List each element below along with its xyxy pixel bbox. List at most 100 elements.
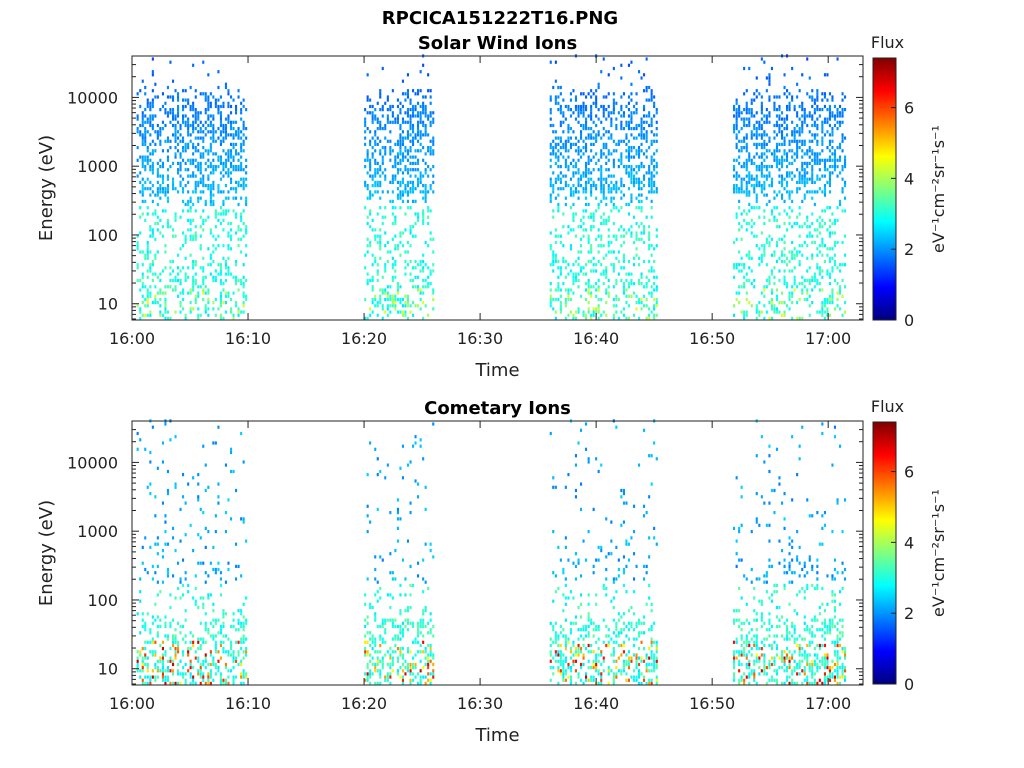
spectrogram-cell xyxy=(184,634,187,638)
spectrogram-cell xyxy=(240,101,243,105)
spectrogram-cell xyxy=(164,650,167,654)
spectrogram-cell xyxy=(841,278,844,283)
spectrogram-cell xyxy=(396,139,399,143)
spectrogram-cell xyxy=(648,180,651,184)
spectrogram-cell xyxy=(149,310,152,314)
spectrogram-cell xyxy=(562,114,565,118)
spectrogram-cell xyxy=(237,180,240,184)
spectrogram-cell xyxy=(391,278,394,283)
spectrogram-cell xyxy=(427,621,430,625)
spectrogram-cell xyxy=(151,114,154,118)
spectrogram-cell xyxy=(775,193,778,197)
spectrogram-cell xyxy=(595,602,598,606)
spectrogram-cell xyxy=(179,247,182,251)
spectrogram-cell xyxy=(401,297,404,302)
spectrogram-cell xyxy=(574,564,577,568)
spectrogram-cell xyxy=(154,142,157,146)
spectrogram-cell xyxy=(156,580,159,584)
spectrogram-cell xyxy=(640,180,643,184)
spectrogram-cell xyxy=(204,285,207,289)
spectrogram-cell xyxy=(607,114,610,118)
spectrogram-cell xyxy=(161,555,164,559)
spectrogram-cell xyxy=(627,171,630,175)
spectrogram-cell xyxy=(214,101,217,105)
spectrogram-cell xyxy=(811,275,814,279)
spectrogram-cell xyxy=(424,650,427,654)
spectrogram-cell xyxy=(587,237,590,241)
spectrogram-cell xyxy=(396,517,399,521)
spectrogram-cell xyxy=(232,127,235,131)
spectrogram-cell xyxy=(202,184,205,188)
spectrogram-cell xyxy=(826,108,829,112)
spectrogram-cell xyxy=(610,120,613,124)
spectrogram-cell xyxy=(745,158,748,162)
spectrogram-cell xyxy=(826,180,829,184)
spectrogram-cell xyxy=(775,149,778,153)
spectrogram-cell xyxy=(194,231,197,235)
spectrogram-cell xyxy=(422,301,425,305)
spectrogram-cell xyxy=(622,127,625,131)
spectrogram-cell xyxy=(386,291,389,295)
spectrogram-cell xyxy=(227,681,230,685)
spectrogram-cell xyxy=(597,158,600,162)
spectrogram-cell xyxy=(245,244,248,248)
spectrogram-cell xyxy=(786,285,789,289)
spectrogram-cell xyxy=(836,206,839,210)
colorbar-tick-label: 6 xyxy=(904,99,914,118)
spectrogram-cell xyxy=(801,73,804,77)
spectrogram-cell xyxy=(169,656,172,660)
spectrogram-cell xyxy=(422,111,425,115)
spectrogram-cell xyxy=(655,111,658,115)
spectrogram-cell xyxy=(627,187,630,191)
spectrogram-cell xyxy=(585,184,588,188)
spectrogram-cell xyxy=(572,89,575,93)
spectrogram-cell xyxy=(404,136,407,140)
spectrogram-cell xyxy=(207,149,210,153)
spectrogram-cell xyxy=(590,158,593,162)
spectrogram-cell xyxy=(371,672,374,676)
spectrogram-cell xyxy=(557,637,560,641)
spectrogram-cell xyxy=(182,136,185,140)
spectrogram-cell xyxy=(222,136,225,140)
spectrogram-cell xyxy=(399,149,402,153)
spectrogram-cell xyxy=(412,161,415,165)
spectrogram-cell xyxy=(189,133,192,137)
spectrogram-cell xyxy=(401,92,404,96)
spectrogram-cell xyxy=(569,177,572,181)
spectrogram-cell xyxy=(177,142,180,146)
spectrogram-cell xyxy=(399,285,402,289)
spectrogram-cell xyxy=(232,469,235,474)
spectrogram-cell xyxy=(755,146,758,150)
spectrogram-cell xyxy=(755,199,758,203)
spectrogram-cell xyxy=(740,285,743,289)
spectrogram-cell xyxy=(580,237,583,241)
spectrogram-cell xyxy=(429,168,432,172)
spectrogram-cell xyxy=(422,278,425,283)
spectrogram-cell xyxy=(401,177,404,181)
spectrogram-cell xyxy=(207,288,210,292)
spectrogram-cell xyxy=(595,196,598,200)
spectrogram-cell xyxy=(580,634,583,638)
spectrogram-cell xyxy=(164,187,167,191)
spectrogram-cell xyxy=(635,108,638,112)
spectrogram-cell xyxy=(587,282,590,286)
spectrogram-cell xyxy=(179,215,182,219)
spectrogram-cell xyxy=(149,142,152,146)
spectrogram-cell xyxy=(577,675,580,679)
spectrogram-cell xyxy=(758,256,761,260)
spectrogram-cell xyxy=(379,247,382,251)
spectrogram-cell xyxy=(735,142,738,146)
spectrogram-cell xyxy=(174,628,177,632)
spectrogram-cell xyxy=(648,247,651,251)
spectrogram-cell xyxy=(166,310,169,314)
spectrogram-cell xyxy=(379,659,382,663)
spectrogram-cell xyxy=(427,89,430,93)
spectrogram-cell xyxy=(783,158,786,162)
spectrogram-cell xyxy=(643,259,646,264)
spectrogram-cell xyxy=(202,218,205,222)
spectrogram-cell xyxy=(230,450,233,455)
spectrogram-cell xyxy=(374,133,377,137)
spectrogram-cell xyxy=(798,316,801,320)
spectrogram-cell xyxy=(640,282,643,286)
spectrogram-cell xyxy=(161,209,164,213)
